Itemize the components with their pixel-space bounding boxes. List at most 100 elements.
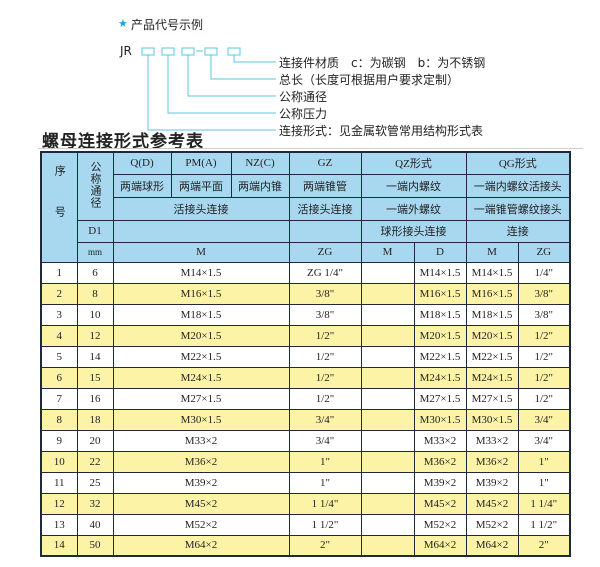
cell-zg: 3/8" (288, 282, 362, 305)
label-connection-form: 连接形式：见金属软管常用结构形式表 (279, 124, 484, 138)
header-q: Q(D) (112, 151, 172, 175)
table-row: 9 20 M33×2 3/4" M33×2 M33×2 3/4" (40, 429, 571, 452)
cell-zg: 1" (288, 471, 362, 494)
header-nz-desc: 两端内锥 (230, 173, 290, 198)
cell-qg-m: M33×2 (465, 429, 519, 452)
example-title: 产品代号示例 (131, 18, 204, 32)
header-empty (288, 219, 362, 243)
cell-qz-m (360, 303, 415, 326)
header-qz-desc: 一端内螺纹 (360, 173, 467, 198)
header-nz: NZ(C) (230, 151, 290, 175)
cell-seq: 8 (40, 408, 78, 431)
cell-qz-d: M39×2 (413, 471, 467, 494)
cell-qz-d: M30×1.5 (413, 408, 467, 431)
table-row: 12 32 M45×2 1 1/4" M45×2 M45×2 1 1/4" (40, 492, 571, 515)
cell-qz-m (360, 450, 415, 473)
header-nominal: 公称通径 (76, 151, 114, 221)
header-d1: D1 (76, 219, 114, 243)
cell-nominal: 20 (76, 429, 114, 452)
cell-zg: 1 1/4" (288, 492, 362, 515)
star-icon: ★ (118, 17, 128, 30)
header-gz-joint: 活接头连接 (288, 196, 362, 221)
header-seq: 序号 (40, 151, 78, 263)
header-q-desc: 两端球形 (112, 173, 172, 198)
cell-qz-d: M36×2 (413, 450, 467, 473)
header-gz-desc: 两端锥管 (288, 173, 362, 198)
table-row: 7 16 M27×1.5 1/2" M27×1.5 M27×1.5 1/2" (40, 387, 571, 410)
header-qg: QG形式 (465, 151, 571, 175)
cell-qg-zg: 1 1/2" (517, 513, 571, 536)
cell-nominal: 32 (76, 492, 114, 515)
cell-seq: 6 (40, 366, 78, 389)
header-empty (112, 219, 290, 243)
cell-qg-zg: 1" (517, 471, 571, 494)
cell-qz-d: M20×1.5 (413, 324, 467, 347)
header-qg-desc: 一端内螺纹活接头 (465, 173, 571, 198)
cell-m: M22×1.5 (112, 345, 290, 368)
cell-qz-m (360, 429, 415, 452)
cell-qg-m: M30×1.5 (465, 408, 519, 431)
label-nominal-diameter: 公称通径 (279, 90, 328, 104)
cell-nominal: 18 (76, 408, 114, 431)
header-qz-conn: 球形接头连接 (360, 219, 467, 243)
cell-nominal: 10 (76, 303, 114, 326)
cell-m: M24×1.5 (112, 366, 290, 389)
cell-qg-zg: 3/4" (517, 408, 571, 431)
cell-nominal: 22 (76, 450, 114, 473)
cell-qz-d: M27×1.5 (413, 387, 467, 410)
cell-qz-m (360, 261, 415, 284)
cell-nominal: 25 (76, 471, 114, 494)
cell-m: M14×1.5 (112, 261, 290, 284)
cell-qg-m: M24×1.5 (465, 366, 519, 389)
cell-qg-m: M14×1.5 (465, 261, 519, 284)
cell-nominal: 50 (76, 534, 114, 557)
header-mm: mm (76, 241, 114, 263)
cell-qz-d: M33×2 (413, 429, 467, 452)
cell-qg-m: M45×2 (465, 492, 519, 515)
cell-nominal: 14 (76, 345, 114, 368)
label-nominal-pressure: 公称压力 (279, 107, 328, 121)
cell-nominal: 40 (76, 513, 114, 536)
cell-qg-m: M16×1.5 (465, 282, 519, 305)
cell-seq: 12 (40, 492, 78, 515)
cell-nominal: 16 (76, 387, 114, 410)
cell-qg-zg: 1/2" (517, 345, 571, 368)
table-row: 4 12 M20×1.5 1/2" M20×1.5 M20×1.5 1/2" (40, 324, 571, 347)
cell-qg-m: M18×1.5 (465, 303, 519, 326)
cell-qz-d: M16×1.5 (413, 282, 467, 305)
table-row: 5 14 M22×1.5 1/2" M22×1.5 M22×1.5 1/2" (40, 345, 571, 368)
header-pm: PM(A) (170, 151, 232, 175)
cell-qz-d: M52×2 (413, 513, 467, 536)
table-row: 6 15 M24×1.5 1/2" M24×1.5 M24×1.5 1/2" (40, 366, 571, 389)
cell-zg: 3/4" (288, 408, 362, 431)
cell-qz-m (360, 534, 415, 557)
cell-qz-d: M45×2 (413, 492, 467, 515)
cell-m: M18×1.5 (112, 303, 290, 326)
code-diagram (141, 47, 276, 131)
table-row: 2 8 M16×1.5 3/8" M16×1.5 M16×1.5 3/8" (40, 282, 571, 305)
header-gz: GZ (288, 151, 362, 175)
table-row: 3 10 M18×1.5 3/8" M18×1.5 M18×1.5 3/8" (40, 303, 571, 326)
cell-m: M30×1.5 (112, 408, 290, 431)
cell-m: M52×2 (112, 513, 290, 536)
header-qz: QZ形式 (360, 151, 467, 175)
cell-m: M64×2 (112, 534, 290, 557)
cell-nominal: 8 (76, 282, 114, 305)
cell-qg-zg: 2" (517, 534, 571, 557)
cell-m: M45×2 (112, 492, 290, 515)
table-row: 10 22 M36×2 1" M36×2 M36×2 1" (40, 450, 571, 473)
cell-zg: 2" (288, 534, 362, 557)
cell-qz-m (360, 282, 415, 305)
divider (38, 148, 583, 149)
cell-qz-d: M18×1.5 (413, 303, 467, 326)
cell-m: M16×1.5 (112, 282, 290, 305)
cell-qz-m (360, 366, 415, 389)
table-row: 8 18 M30×1.5 3/4" M30×1.5 M30×1.5 3/4" (40, 408, 571, 431)
cell-seq: 3 (40, 303, 78, 326)
cell-seq: 4 (40, 324, 78, 347)
nut-connection-table: 序号 公称通径 Q(D) PM(A) NZ(C) GZ QZ形式 QG形式 两端… (40, 151, 572, 557)
cell-seq: 5 (40, 345, 78, 368)
cell-qz-d: M64×2 (413, 534, 467, 557)
cell-seq: 2 (40, 282, 78, 305)
header-m: M (112, 241, 290, 263)
